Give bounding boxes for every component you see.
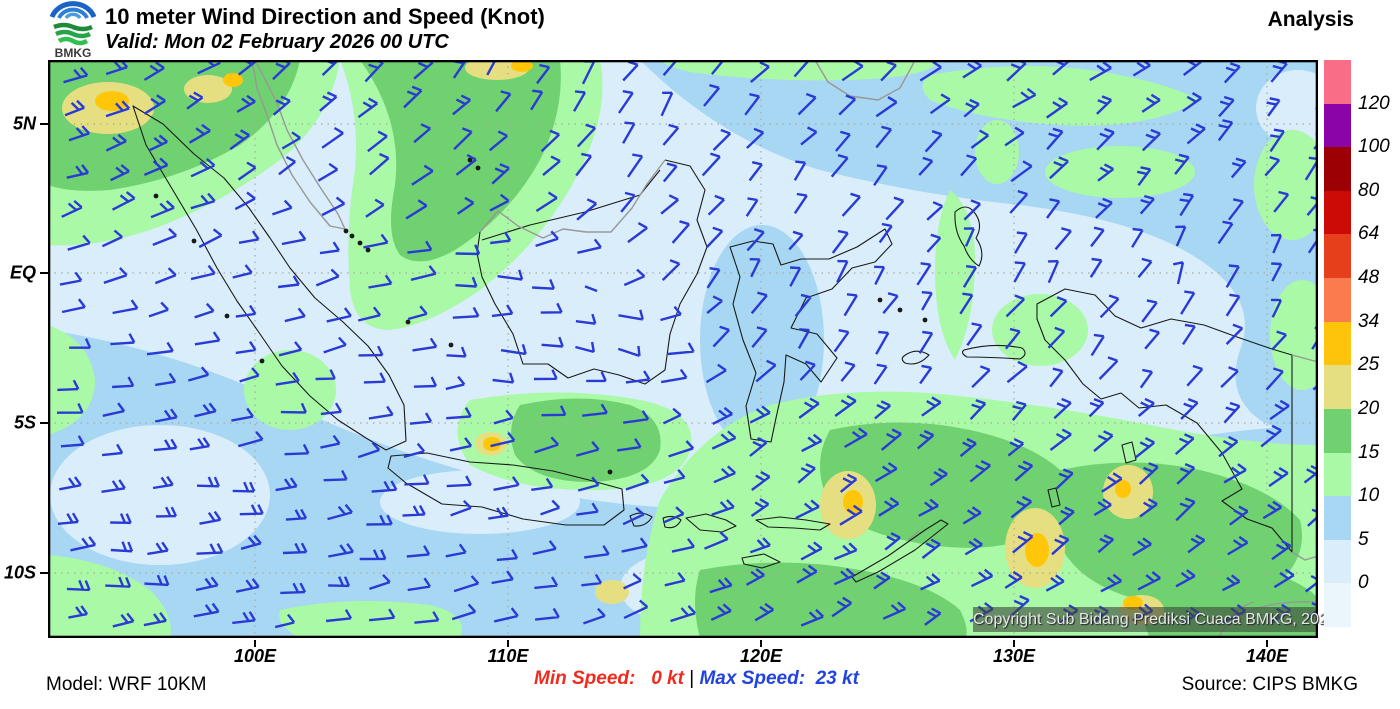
page-title: 10 meter Wind Direction and Speed (Knot) xyxy=(105,4,545,29)
legend-color-swatch xyxy=(1324,408,1351,454)
source-label: Source: CIPS BMKG xyxy=(1181,674,1358,695)
min-speed-value: 0 kt xyxy=(651,668,690,689)
y-axis-tick xyxy=(40,123,48,125)
legend-color-swatch xyxy=(1324,278,1351,323)
legend-color-swatch xyxy=(1324,234,1351,279)
speed-summary: Min Speed: 0 kt | Max Speed: 23 kt xyxy=(534,668,859,690)
speed-separator: | xyxy=(689,668,700,689)
y-axis-tick xyxy=(40,422,48,424)
x-axis-label: 120E xyxy=(739,646,783,666)
y-axis-tick xyxy=(40,572,48,574)
wind-speed-legend xyxy=(1324,60,1351,628)
max-speed-label: Max Speed: xyxy=(699,668,816,689)
y-axis-tick xyxy=(40,272,48,274)
x-axis-label: 100E xyxy=(233,646,277,666)
min-speed-label: Min Speed: xyxy=(534,668,652,689)
legend-value-label: 0 xyxy=(1358,572,1369,594)
coastlines xyxy=(132,60,1318,638)
legend-color-swatch xyxy=(1324,539,1351,584)
logo-blue-arc xyxy=(64,12,82,20)
wind-barbs xyxy=(56,60,1318,629)
legend-value-label: 15 xyxy=(1358,441,1380,463)
legend-value-label: 34 xyxy=(1358,310,1380,332)
legend-value-label: 80 xyxy=(1358,179,1380,201)
y-axis-label: 5S xyxy=(13,412,36,433)
legend-color-swatch xyxy=(1324,496,1351,541)
x-axis-tick xyxy=(1013,640,1015,647)
legend-color-swatch xyxy=(1324,452,1351,497)
x-axis-tick xyxy=(507,640,509,647)
y-axis-label: 10S xyxy=(3,562,36,583)
map-frame xyxy=(48,60,1318,638)
legend-value-label: 100 xyxy=(1358,136,1390,158)
legend-color-swatch xyxy=(1324,103,1351,148)
y-axis-label: 5N xyxy=(12,113,36,134)
legend-color-swatch xyxy=(1324,60,1351,105)
max-speed-value: 23 kt xyxy=(815,668,859,689)
model-label: Model: WRF 10KM xyxy=(46,674,207,695)
x-axis-tick xyxy=(760,640,762,647)
legend-value-label: 5 xyxy=(1358,528,1369,550)
logo-green-wave xyxy=(53,22,93,32)
copyright-overlay: Copyright Sub Bidang Prediksi Cuaca BMKG… xyxy=(973,607,1337,632)
logo-blue-arc xyxy=(57,7,89,19)
legend-value-label: 64 xyxy=(1358,223,1380,245)
legend-color-swatch xyxy=(1324,190,1351,235)
logo-green-wave xyxy=(57,36,89,46)
legend-color-swatch xyxy=(1324,583,1351,628)
graticule xyxy=(48,60,1318,638)
x-axis-tick xyxy=(1266,640,1268,647)
x-axis-label: 110E xyxy=(487,646,529,666)
legend-value-label: 20 xyxy=(1358,397,1380,419)
logo-text: BMKG xyxy=(55,46,92,59)
legend-value-label: 120 xyxy=(1358,92,1390,114)
map-layers xyxy=(48,60,1318,638)
legend-color-swatch xyxy=(1324,147,1351,192)
x-axis-tick xyxy=(254,640,256,647)
legend-value-label: 10 xyxy=(1358,485,1380,507)
legend-value-label: 48 xyxy=(1358,267,1380,289)
logo-green-wave xyxy=(55,29,92,39)
legend-color-swatch xyxy=(1324,365,1351,410)
y-axis-label: EQ xyxy=(9,262,36,283)
x-axis-label: 130E xyxy=(992,646,1036,666)
valid-time: Valid: Mon 02 February 2026 00 UTC xyxy=(105,31,449,53)
wind-map-svg xyxy=(48,60,1318,638)
logo-blue-arc xyxy=(49,1,97,19)
legend-color-swatch xyxy=(1324,321,1351,366)
map-area: Copyright Sub Bidang Prediksi Cuaca BMKG… xyxy=(48,60,1337,638)
analysis-label: Analysis xyxy=(1267,8,1354,31)
bmkg-logo: BMKG xyxy=(49,1,97,59)
legend-value-label: 25 xyxy=(1358,354,1380,376)
x-axis-label: 140E xyxy=(1245,646,1289,666)
